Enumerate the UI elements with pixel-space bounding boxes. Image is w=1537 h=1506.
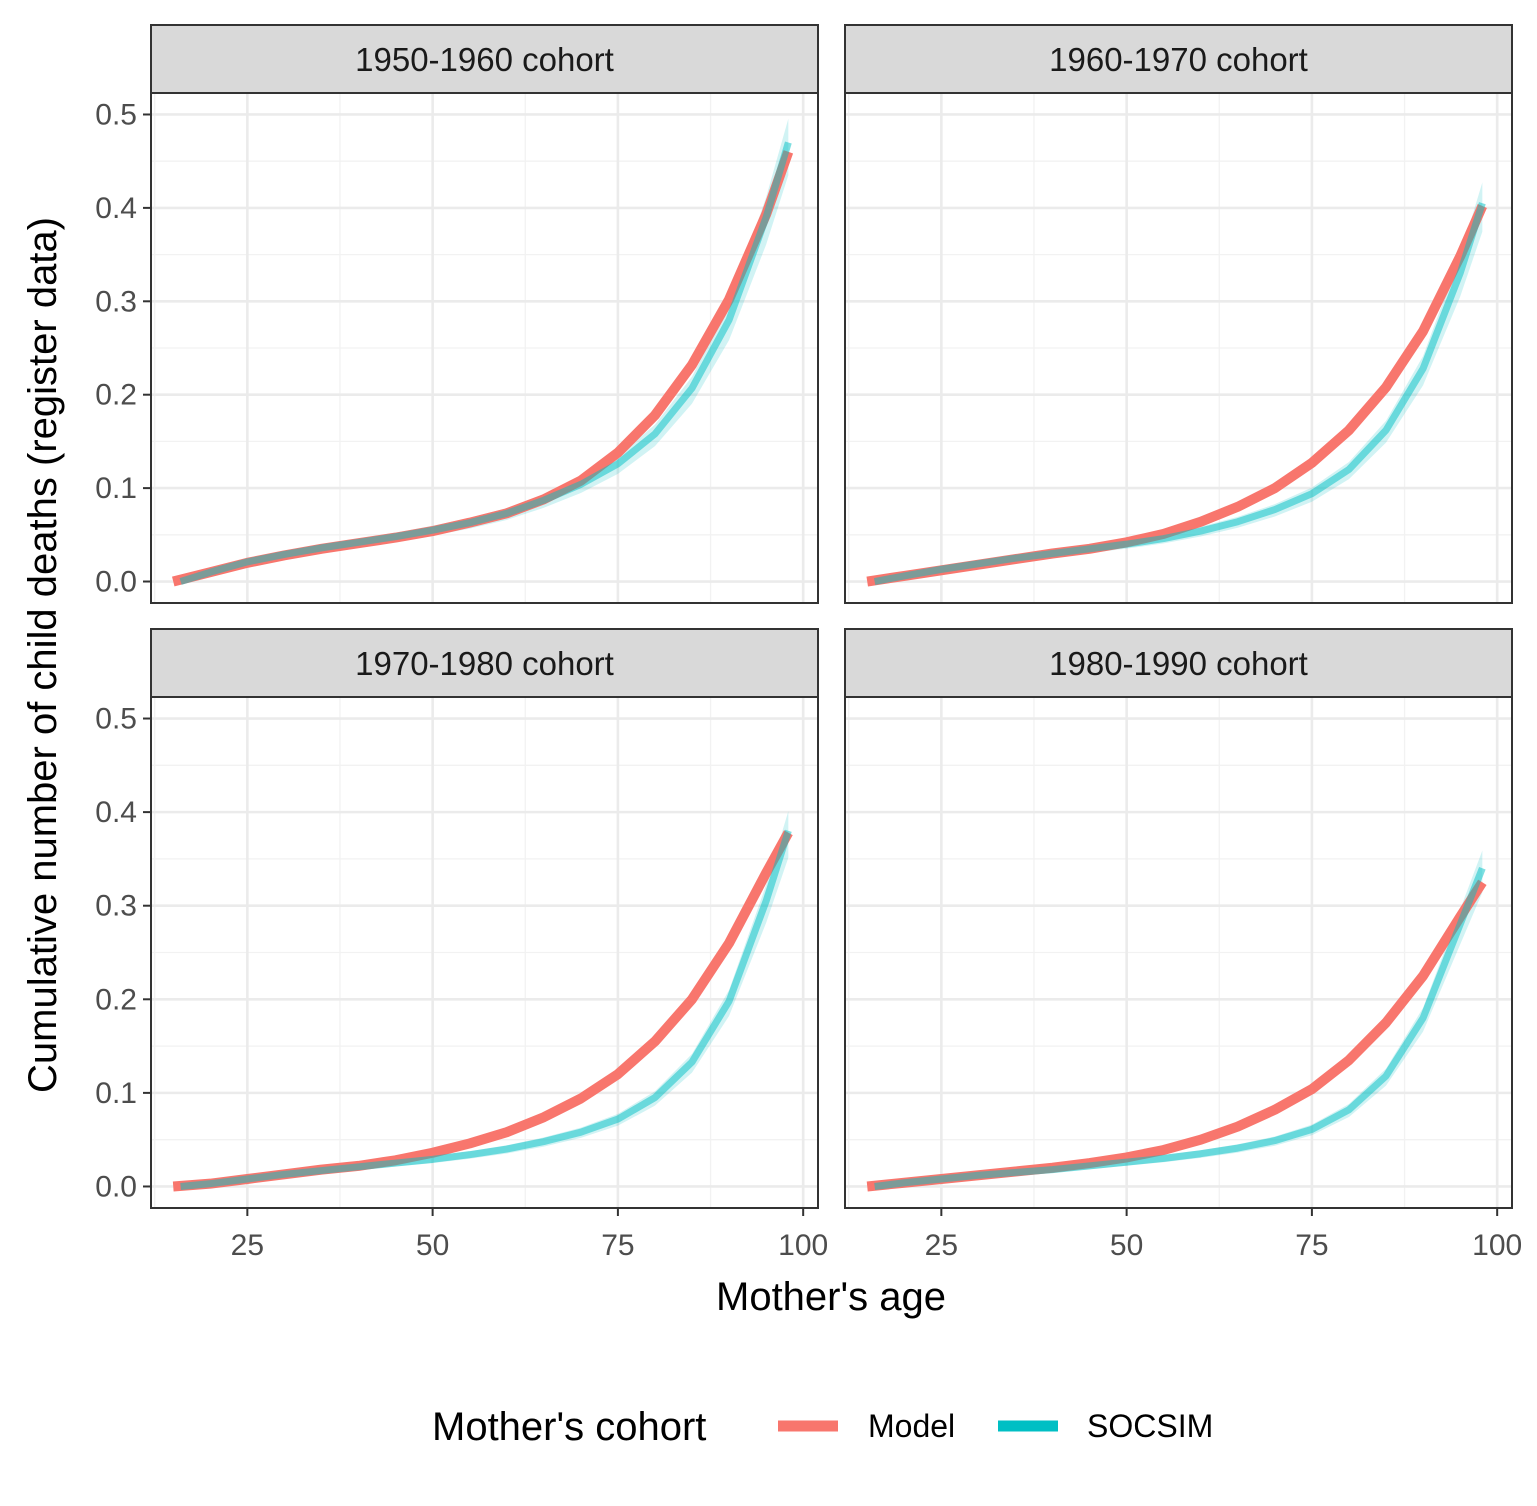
y-tick-label: 0.3 [95,285,137,318]
strip-title: 1960-1970 cohort [1049,41,1308,78]
y-tick-label: 0.4 [95,796,137,829]
x-tick-label: 25 [925,1229,958,1262]
panel-1: 1950-1960 cohort 0.0 0.1 0.2 0.3 0.4 0.5 [95,24,819,604]
y-tick-label: 0.5 [95,703,137,736]
socsim-line [179,141,792,585]
strip-background [150,24,819,94]
x-tick-label: 50 [1110,1229,1143,1262]
legend-title: Mother's cohort [432,1405,706,1449]
legend: Mother's cohort Model SOCSIM [432,1405,1213,1449]
x-tick-label: 75 [601,1229,634,1262]
y-axis-title: Cumulative number of child deaths (regis… [21,217,65,1093]
panel-3: 1970-1980 cohort 0.0 0.1 0.2 0.3 0.4 0.5 25 50 75… [95,628,828,1262]
strip-background [844,24,1513,94]
y-tick-label: 0.1 [95,472,137,505]
y-tick-label: 0.2 [95,983,137,1016]
strip-title: 1980-1990 cohort [1049,645,1308,682]
strip-background [844,628,1513,698]
strip-background [150,628,819,698]
legend-label-socsim: SOCSIM [1087,1408,1213,1444]
strip-title: 1970-1980 cohort [355,645,614,682]
x-axis-title: Mother's age [716,1275,946,1319]
y-tick-label: 0.4 [95,192,137,225]
panel-4: 1980-1990 cohort 25 50 75 100 [844,628,1522,1262]
y-tick-label: 0.3 [95,890,137,923]
x-tick-label: 100 [1472,1229,1522,1262]
socsim-line [180,829,792,1190]
socsim-line [874,866,1486,1190]
x-tick-label: 25 [231,1229,264,1262]
y-tick-label: 0.1 [95,1077,137,1110]
y-tick-label: 0.0 [95,566,137,599]
x-tick-label: 75 [1295,1229,1328,1262]
socsim-line [873,202,1486,585]
y-tick-label: 0.0 [95,1170,137,1203]
y-tick-label: 0.2 [95,379,137,412]
strip-title: 1950-1960 cohort [355,41,614,78]
y-tick-label: 0.5 [95,98,137,131]
panels-layer: 1950-1960 cohort 0.0 0.1 0.2 0.3 0.4 0.5 1960-1… [95,24,1522,1262]
x-tick-label: 100 [778,1229,828,1262]
panel-2: 1960-1970 cohort [844,24,1513,604]
legend-label-model: Model [868,1408,955,1444]
x-tick-label: 50 [416,1229,449,1262]
